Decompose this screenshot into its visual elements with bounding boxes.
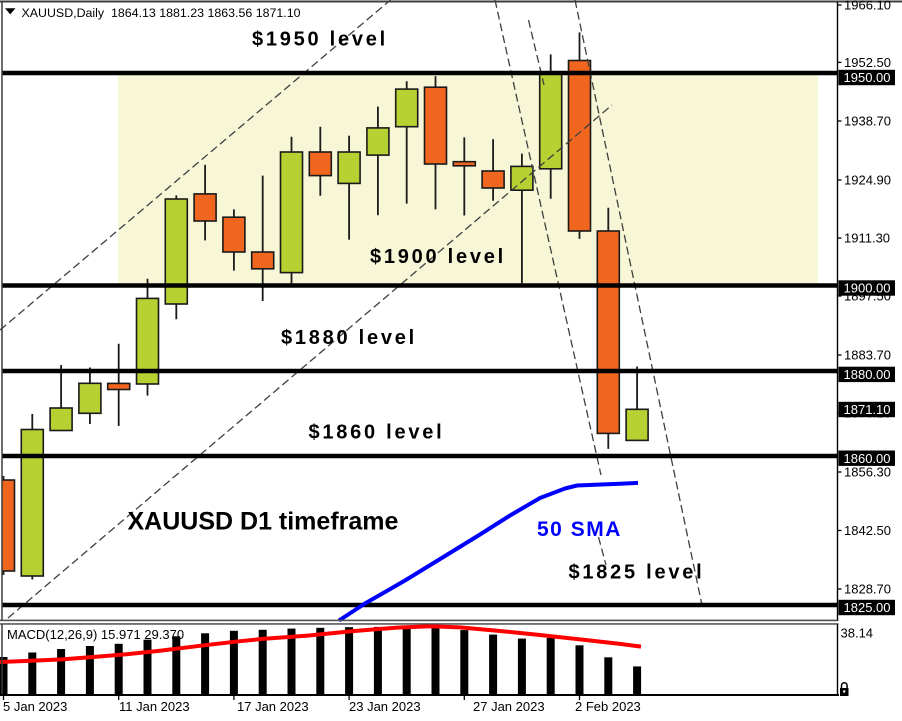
svg-text:1952.50: 1952.50 [844,55,891,70]
svg-text:$1950 level: $1950 level [252,29,388,51]
svg-text:$1860 level: $1860 level [309,422,445,444]
svg-text:$1825 level: $1825 level [569,562,705,584]
svg-text:1828.70: 1828.70 [844,582,891,597]
svg-text:5 Jan 2023: 5 Jan 2023 [3,699,67,714]
svg-text:$1900 level: $1900 level [370,246,506,268]
svg-text:23 Jan 2023: 23 Jan 2023 [349,699,421,714]
svg-text:1966.10: 1966.10 [844,0,891,13]
svg-text:11 Jan 2023: 11 Jan 2023 [119,699,190,714]
svg-text:17 Jan 2023: 17 Jan 2023 [237,699,309,714]
svg-text:$1880 level: $1880 level [281,327,417,349]
svg-text:MACD(12,26,9) 15.971 29.370: MACD(12,26,9) 15.971 29.370 [7,627,184,642]
svg-text:50 SMA: 50 SMA [537,518,622,541]
svg-text:1938.70: 1938.70 [844,114,891,129]
svg-text:1883.70: 1883.70 [844,348,891,363]
svg-text:1924.90: 1924.90 [844,173,891,188]
svg-text:1950.00: 1950.00 [844,70,891,85]
svg-text:XAUUSD D1 timeframe: XAUUSD D1 timeframe [128,508,399,536]
svg-text:1900.00: 1900.00 [844,281,891,296]
svg-text:27 Jan 2023: 27 Jan 2023 [473,699,545,714]
svg-text:1911.30: 1911.30 [844,231,890,246]
svg-text:38.14: 38.14 [841,626,874,641]
svg-text:1880.00: 1880.00 [844,367,891,382]
svg-text:1842.50: 1842.50 [844,523,891,538]
svg-text:1871.10: 1871.10 [844,402,891,417]
svg-text:XAUUSD,Daily 1864.13 1881.23: XAUUSD,Daily 1864.13 1881.23 1863.56 187… [22,6,301,20]
svg-text:1856.30: 1856.30 [844,465,891,480]
svg-text:1825.00: 1825.00 [844,600,891,615]
svg-text:2 Feb 2023: 2 Feb 2023 [575,699,641,714]
svg-text:1860.00: 1860.00 [844,451,891,466]
